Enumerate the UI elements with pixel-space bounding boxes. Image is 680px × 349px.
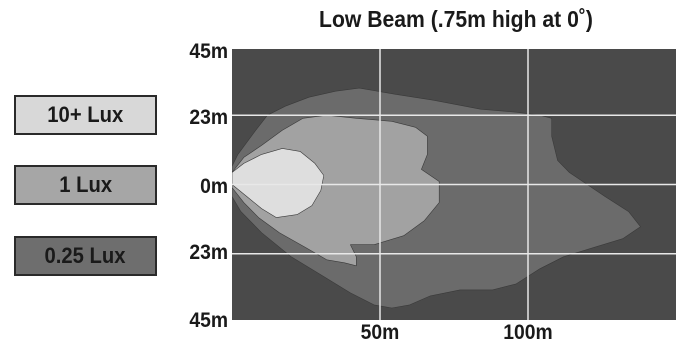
- grid-lines: [232, 49, 676, 320]
- legend-item-0-25-lux: 0.25 Lux: [14, 236, 157, 276]
- legend-label: 1 Lux: [59, 172, 112, 197]
- legend-item-10-lux: 10+ Lux: [14, 95, 157, 135]
- y-tick-label: 23m: [189, 106, 228, 129]
- y-tick-label: 45m: [189, 40, 228, 63]
- y-tick-label: 45m: [189, 309, 228, 332]
- beam-plot: [232, 49, 676, 320]
- legend-item-1-lux: 1 Lux: [14, 165, 157, 205]
- legend-label: 0.25 Lux: [44, 243, 126, 268]
- beam-area-10-lux: [232, 148, 325, 218]
- y-tick-label: 0m: [200, 175, 228, 198]
- x-tick-label: 100m: [503, 321, 553, 344]
- chart-title: Low Beam (.75m high at 0˚): [319, 6, 593, 32]
- y-tick-label: 23m: [189, 241, 228, 264]
- x-tick-label: 50m: [360, 321, 400, 344]
- legend-label: 10+ Lux: [47, 102, 124, 127]
